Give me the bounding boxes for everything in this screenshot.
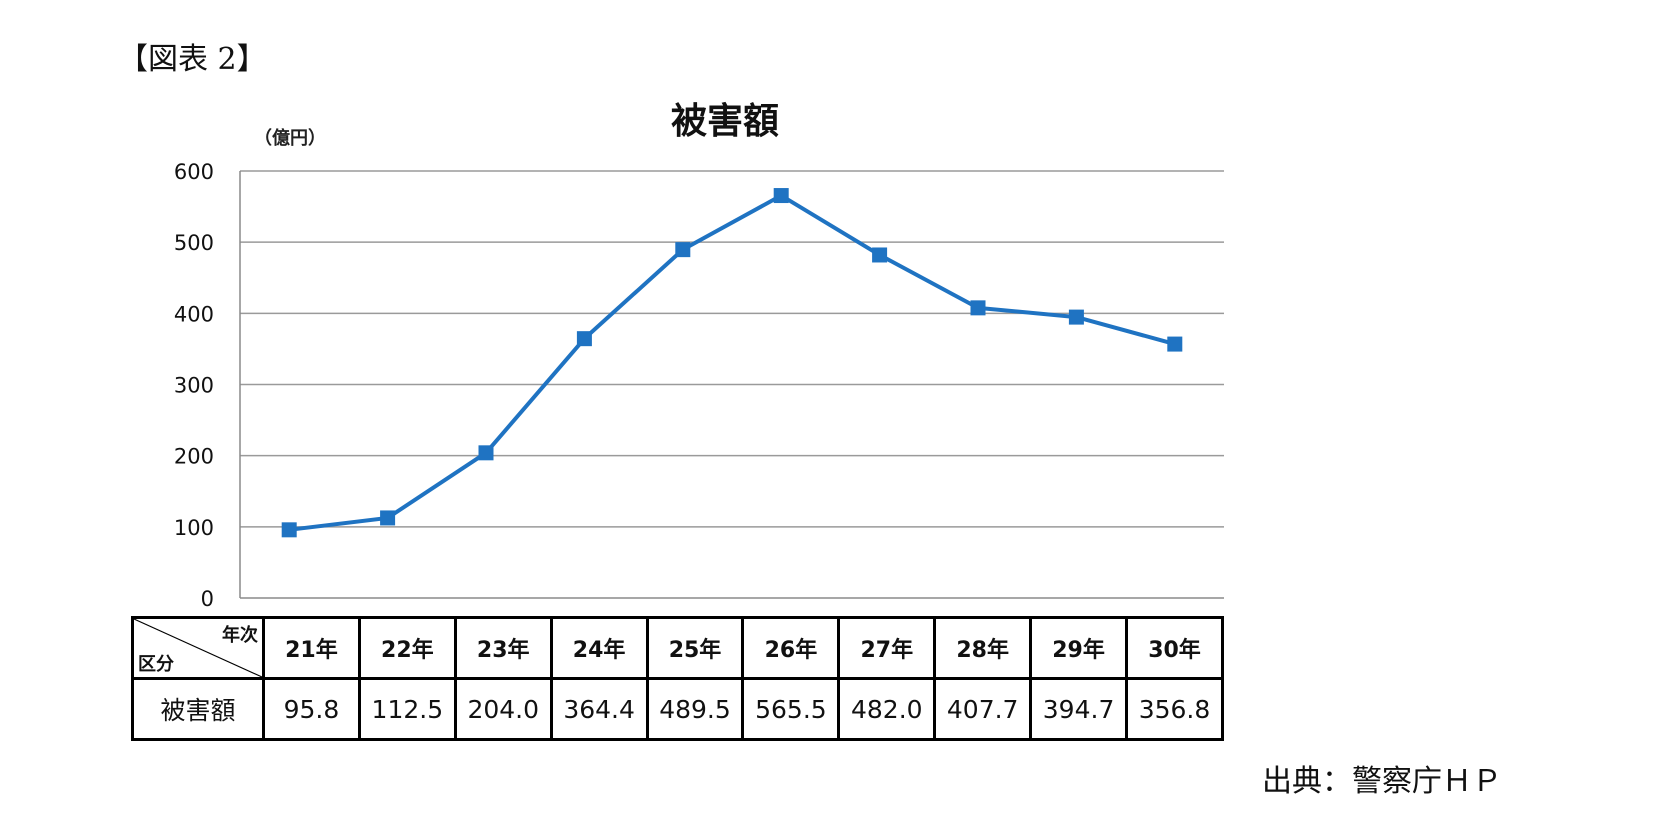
y-tick-label: 500 [174,231,214,255]
data-point-marker [872,247,888,263]
y-tick-label: 100 [174,516,214,540]
corner-label-category: 区分 [138,654,174,675]
table-year-header: 24年 [549,616,649,680]
data-point-marker [576,331,592,347]
y-tick-label: 200 [174,445,214,469]
data-point-marker [380,510,396,526]
data-point-marker [478,445,494,461]
corner-diagonal [135,620,261,676]
table-year-header: 22年 [357,616,457,680]
table-value-cell: 364.4 [549,677,649,741]
figure-label: 【図表 2】 [118,42,267,77]
table-value-cell: 356.8 [1125,677,1224,741]
corner-label-year: 年次 [222,625,258,646]
data-point-marker [675,242,691,258]
y-tick-label: 600 [174,160,214,184]
table-value-row: 被害額 95.8 112.5 204.0 364.4 489.5 565.5 482.0 40… [131,677,1224,741]
source-note: 出典：警察庁ＨＰ [1262,764,1502,799]
table-corner-cell: 年次 区分 [131,616,265,680]
table-value-cell: 565.5 [741,677,841,741]
data-table: 年次 区分 21年 22年 23年 24年 25年 26年 27年 28年 29年 30年 被害額… [131,616,1224,741]
table-year-header: 23年 [453,616,553,680]
data-point-marker [1167,336,1183,352]
data-point-marker [970,300,986,316]
table-year-header: 27年 [837,616,937,680]
data-point-marker [281,522,297,538]
table-value-cell: 112.5 [357,677,457,741]
table-header-row: 年次 区分 21年 22年 23年 24年 25年 26年 27年 28年 29年 30年 [131,616,1224,680]
series-line [288,193,1176,532]
chart-title: 被害額 [670,101,779,142]
table-value-cell: 394.7 [1029,677,1129,741]
table-year-header: 29年 [1029,616,1129,680]
y-tick-label: 400 [174,302,214,326]
table-value-cell: 407.7 [933,677,1033,741]
table-year-header: 30年 [1125,616,1224,680]
data-point-marker [773,188,789,204]
table-value-cell: 489.5 [645,677,745,741]
table-value-cell: 482.0 [837,677,937,741]
row-label: 被害額 [131,677,265,741]
y-tick-label: 300 [174,374,214,398]
data-point-marker [1068,309,1084,325]
table-year-header: 26年 [741,616,841,680]
table-value-cell: 95.8 [262,677,361,741]
table-year-header: 21年 [262,616,361,680]
y-tick-label: 0 [201,587,214,611]
table-year-header: 25年 [645,616,745,680]
table-year-header: 28年 [933,616,1033,680]
y-axis-unit-label: （億円） [254,128,326,149]
table-value-cell: 204.0 [453,677,553,741]
